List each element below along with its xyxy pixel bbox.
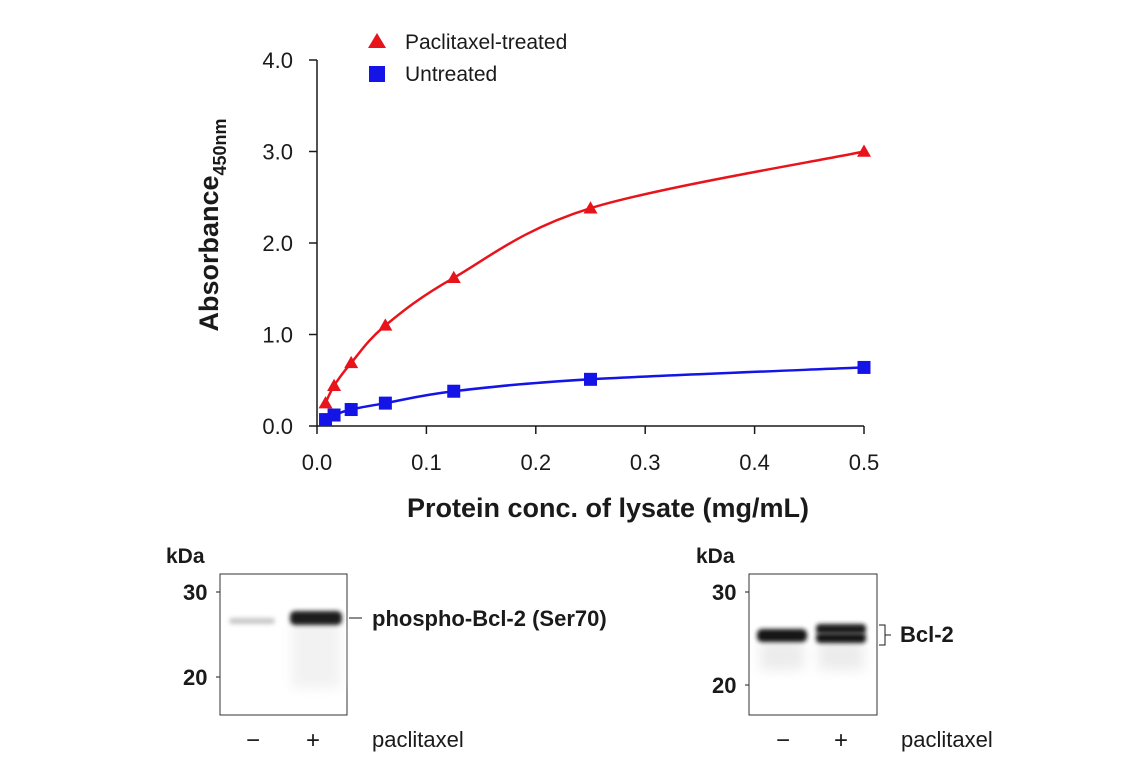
x-tick-label: 0.4 [739, 450, 770, 475]
data-point [344, 355, 359, 369]
y-axis: 0.0 1.0 2.0 3.0 4.0 Absorbance450nm [194, 48, 318, 439]
blot-smear-lane1 [760, 640, 804, 670]
treatment-label: paclitaxel [901, 727, 993, 752]
blot-smear-lane2 [292, 618, 340, 688]
data-point [327, 408, 341, 422]
legend-item-untreated: Untreated [369, 63, 497, 86]
series-untreated [319, 360, 871, 427]
lane-label-plus: + [306, 727, 320, 754]
x-tick-label: 0.3 [630, 450, 661, 475]
lane-label-plus: + [834, 727, 848, 754]
data-point [857, 360, 871, 374]
kda-label: kDa [166, 545, 205, 568]
y-tick-label: 1.0 [262, 323, 293, 348]
mw-marker-30: 30 [712, 580, 736, 605]
legend-label-untreated: Untreated [405, 63, 497, 86]
data-point [344, 403, 358, 417]
y-tick-label: 0.0 [262, 414, 293, 439]
mw-marker-20: 20 [712, 673, 736, 698]
data-point [327, 378, 342, 391]
y-tick-label: 4.0 [262, 48, 293, 73]
fit-curve [324, 150, 865, 404]
blot-smear-lane2 [818, 640, 864, 670]
band-label-bcl2: Bcl-2 [900, 622, 954, 647]
y-ticks: 0.0 1.0 2.0 3.0 4.0 [262, 48, 317, 439]
data-point [446, 270, 461, 284]
kda-label: kDa [696, 545, 735, 568]
data-point [584, 372, 597, 386]
x-axis-title: Protein conc. of lysate (mg/mL) [407, 493, 809, 523]
y-tick-label: 2.0 [262, 231, 293, 256]
legend-square-marker [369, 66, 385, 82]
band-label-phospho-bcl2: phospho-Bcl-2 (Ser70) [372, 606, 607, 631]
x-axis: 0.0 0.1 0.2 0.3 0.4 0.5 Protein conc. of lysa… [302, 425, 880, 523]
data-point [583, 201, 598, 214]
x-tick-label: 0.0 [302, 450, 333, 475]
treatment-label: paclitaxel [372, 727, 464, 752]
blot-band-lane1 [229, 618, 275, 624]
x-tick-label: 0.2 [521, 450, 552, 475]
data-point [857, 144, 871, 157]
data-point [378, 318, 393, 331]
lane-label-minus: − [776, 727, 790, 754]
y-axis-title: Absorbance450nm [194, 118, 230, 331]
blot-band-lane1 [757, 629, 807, 642]
legend-triangle-marker [368, 33, 386, 48]
band-bracket [879, 624, 891, 646]
y-axis-title-subscript: 450nm [210, 118, 230, 175]
elisa-chart: 0.01.02.03.04.0 Absorbance450nm 0.0 0.1 0.… [194, 31, 879, 523]
legend-label-paclitaxel-treated: Paclitaxel-treated [405, 31, 567, 54]
y-tick-label: 3.0 [262, 140, 293, 165]
blot-band-lane2-lower [816, 633, 866, 643]
western-blot-bcl2: kDa 30 20 Bcl-2 − + paclitaxel [696, 545, 993, 754]
x-tick-label: 0.1 [411, 450, 442, 475]
blot-band-lane2 [290, 611, 342, 625]
legend-item-paclitaxel-treated: Paclitaxel-treated [368, 31, 567, 54]
mw-marker-30: 30 [183, 580, 207, 605]
series-paclitaxel-treated [318, 144, 871, 409]
x-tick-label: 0.5 [849, 450, 880, 475]
legend: Paclitaxel-treated Untreated [368, 31, 567, 86]
lane-label-minus: − [246, 727, 260, 754]
data-point [378, 396, 392, 410]
data-point [318, 396, 333, 409]
data-point [447, 384, 461, 398]
mw-marker-20: 20 [183, 665, 207, 690]
western-blot-phospho-bcl2: kDa 30 20 phospho-Bcl-2 (Ser70) − + pacl… [166, 545, 607, 754]
x-ticks: 0.0 0.1 0.2 0.3 0.4 0.5 [302, 426, 880, 475]
series-layer [318, 144, 871, 427]
blot-band-lane2-upper [816, 624, 866, 634]
